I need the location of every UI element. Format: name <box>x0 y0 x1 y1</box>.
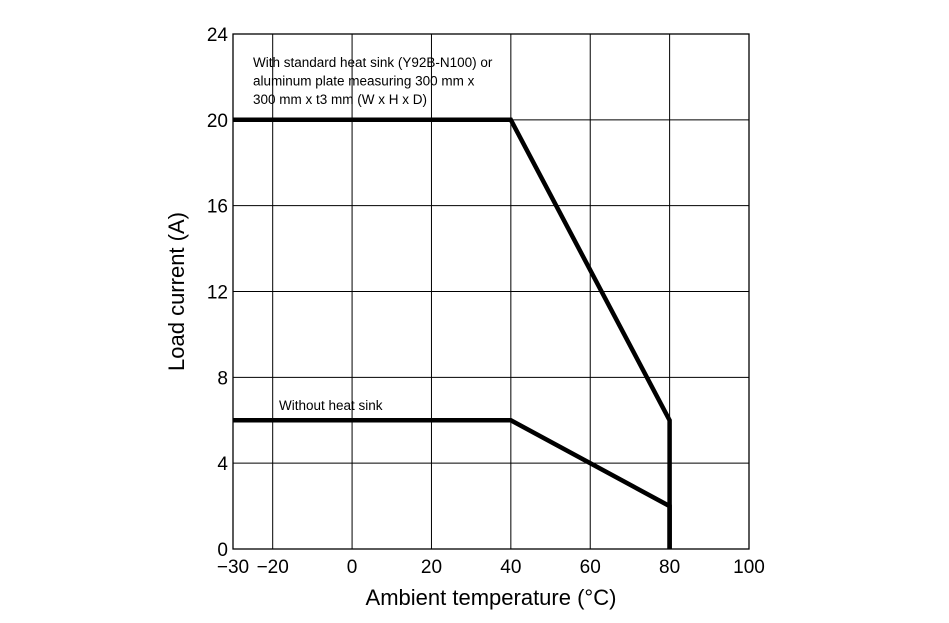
y-tick-label: 20 <box>207 111 228 132</box>
y-tick-labels: 0 4 8 12 16 20 24 <box>207 25 229 561</box>
plot-frame <box>232 33 750 550</box>
x-tick-label: −20 <box>257 557 289 578</box>
y-tick-label: 12 <box>207 283 228 304</box>
y-axis-title: Load current (A) <box>164 212 189 371</box>
y-tick-label: 16 <box>207 197 228 218</box>
x-tick-label: 100 <box>733 557 765 578</box>
x-tick-label: −30 <box>217 557 249 578</box>
x-tick-labels: −30 −20 0 20 40 60 80 100 <box>217 557 765 578</box>
x-tick-label: 40 <box>500 557 521 578</box>
x-tick-label: 80 <box>659 557 680 578</box>
annotation-with-heat-sink: With standard heat sink (Y92B-N100) or al… <box>253 55 493 107</box>
x-tick-label: 60 <box>580 557 601 578</box>
x-tick-label: 20 <box>421 557 442 578</box>
series-line-without-heat-sink <box>233 418 672 549</box>
series-line-with-heat-sink <box>233 117 672 549</box>
annotation-without-heat-sink: Without heat sink <box>279 398 383 413</box>
x-axis-title: Ambient temperature (°C) <box>366 585 617 610</box>
y-tick-label: 8 <box>217 368 228 389</box>
y-tick-label: 0 <box>217 540 228 561</box>
annotations: With standard heat sink (Y92B-N100) or al… <box>253 55 493 413</box>
y-tick-label: 24 <box>207 25 229 46</box>
y-tick-label: 4 <box>217 454 228 475</box>
x-tick-label: 0 <box>347 557 358 578</box>
series-group <box>233 117 672 549</box>
